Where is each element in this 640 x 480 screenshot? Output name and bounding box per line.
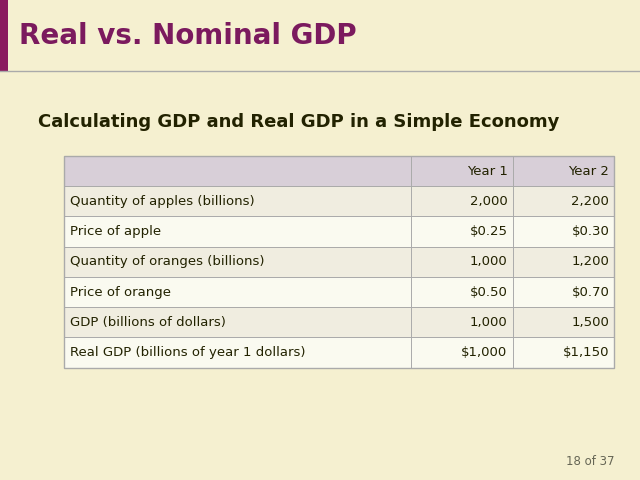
Text: 2,000: 2,000	[470, 195, 508, 208]
Text: 18 of 37: 18 of 37	[566, 455, 614, 468]
Text: 2,200: 2,200	[572, 195, 609, 208]
Text: 1,000: 1,000	[470, 255, 508, 268]
Text: $1,150: $1,150	[563, 346, 609, 359]
Text: 1,000: 1,000	[470, 316, 508, 329]
Text: $0.50: $0.50	[470, 286, 508, 299]
Text: GDP (billions of dollars): GDP (billions of dollars)	[70, 316, 227, 329]
Text: 1,200: 1,200	[572, 255, 609, 268]
Text: Price of orange: Price of orange	[70, 286, 172, 299]
Text: $0.30: $0.30	[572, 225, 609, 238]
Text: Real GDP (billions of year 1 dollars): Real GDP (billions of year 1 dollars)	[70, 346, 306, 359]
Text: $1,000: $1,000	[461, 346, 508, 359]
Text: Quantity of oranges (billions): Quantity of oranges (billions)	[70, 255, 265, 268]
Text: 1,500: 1,500	[572, 316, 609, 329]
Text: Year 1: Year 1	[467, 165, 508, 178]
Text: $0.25: $0.25	[470, 225, 508, 238]
Text: Year 2: Year 2	[568, 165, 609, 178]
Text: $0.70: $0.70	[572, 286, 609, 299]
Text: Price of apple: Price of apple	[70, 225, 161, 238]
Text: Calculating GDP and Real GDP in a Simple Economy: Calculating GDP and Real GDP in a Simple…	[38, 113, 560, 132]
Text: Real vs. Nominal GDP: Real vs. Nominal GDP	[19, 22, 357, 49]
Text: Quantity of apples (billions): Quantity of apples (billions)	[70, 195, 255, 208]
